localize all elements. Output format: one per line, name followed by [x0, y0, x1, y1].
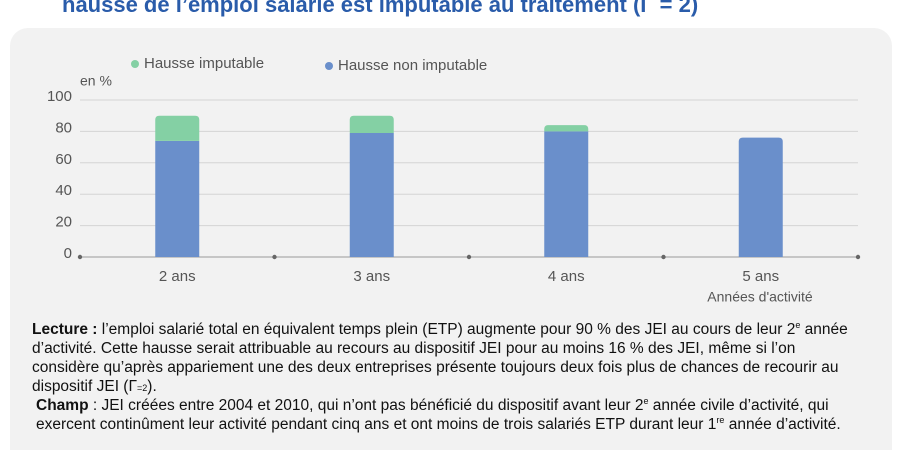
x-tick-label: 3 ans — [353, 268, 390, 285]
note-text: année d’activité. Cette hausse serait at… — [32, 321, 848, 395]
note-text: re — [716, 414, 725, 425]
note: Champ : JEI créées entre 2004 et 2010, q… — [36, 396, 862, 434]
y-tick-label: 20 — [55, 214, 72, 231]
legend-marker — [325, 62, 333, 70]
axis-tick — [855, 254, 861, 260]
x-tick-label: 5 ans — [742, 268, 779, 285]
bar-segment — [155, 140, 200, 257]
axis-tick — [466, 254, 472, 260]
note-label: Lecture : — [32, 321, 98, 338]
legend-marker — [131, 60, 139, 68]
axis-tick — [661, 254, 666, 260]
note-text: : JEI créées entre 2004 et 2010, qui n’o… — [88, 397, 644, 414]
note-text: e — [643, 395, 649, 406]
bar-segment — [349, 115, 394, 133]
chart: hausse de l’emploi salarié est imputable… — [47, 0, 861, 305]
note-text: ). — [147, 378, 157, 395]
note-text: =2 — [137, 383, 148, 393]
axis-tick — [272, 254, 277, 260]
y-tick-label: 40 — [55, 182, 72, 199]
y-axis-label: en % — [80, 73, 112, 89]
note-text: l’emploi salarié total en équivalent tem… — [97, 321, 796, 338]
y-tick-label: 100 — [47, 88, 72, 105]
y-tick-label: 0 — [64, 245, 72, 262]
note-text: année d’activité. — [724, 416, 841, 433]
bar-segment — [155, 115, 200, 141]
x-tick-label: 4 ans — [548, 268, 585, 285]
chart-title: hausse de l’emploi salarié est imputable… — [62, 0, 698, 17]
note-text: e — [795, 319, 801, 330]
bar-segment — [544, 125, 589, 132]
bar-segment — [349, 132, 394, 257]
note: Lecture : l’emploi salarié total en équi… — [32, 320, 862, 396]
legend-label: Hausse imputable — [144, 55, 264, 72]
notes: Lecture : l’emploi salarié total en équi… — [32, 320, 862, 434]
y-tick-label: 60 — [55, 151, 72, 168]
bar-segment — [544, 131, 589, 257]
note-text: année civile d’activité, qui exercent co… — [36, 397, 829, 433]
bar-segment — [738, 137, 783, 257]
x-tick-label: 2 ans — [159, 268, 196, 285]
x-axis-label: Années d'activité — [707, 289, 813, 305]
legend-label: Hausse non imputable — [338, 57, 487, 74]
note-label: Champ — [36, 397, 89, 414]
y-tick-label: 80 — [55, 119, 72, 136]
axis-tick — [77, 254, 83, 260]
